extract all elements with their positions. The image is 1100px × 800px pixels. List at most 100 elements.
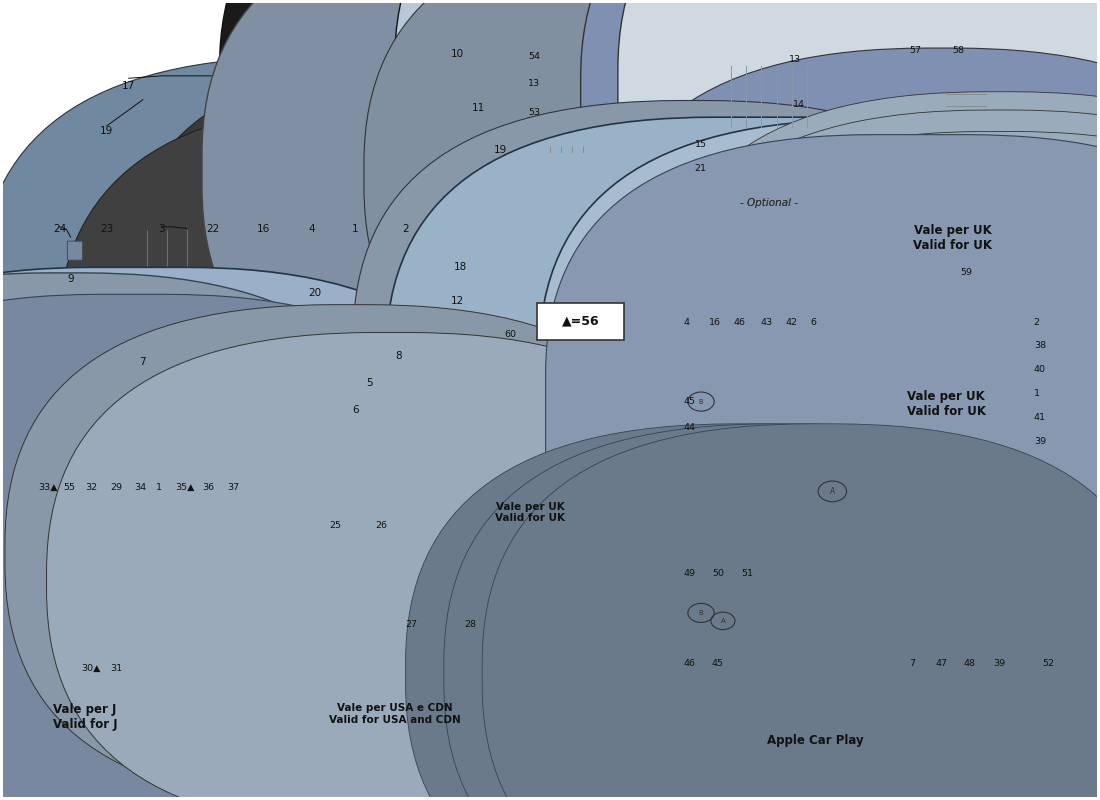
Text: 39: 39: [993, 659, 1005, 668]
Text: 33▲: 33▲: [37, 483, 57, 492]
Text: - Optional -: - Optional -: [740, 198, 798, 208]
Text: Vale per UK
Valid for UK: Vale per UK Valid for UK: [906, 390, 986, 418]
FancyBboxPatch shape: [301, 496, 556, 702]
Circle shape: [351, 454, 417, 502]
FancyBboxPatch shape: [473, 322, 651, 498]
Circle shape: [578, 454, 644, 502]
Circle shape: [342, 402, 382, 430]
Text: 20: 20: [308, 288, 321, 298]
Text: 27: 27: [406, 619, 418, 629]
Text: 1: 1: [1034, 389, 1040, 398]
Text: 38: 38: [1034, 342, 1046, 350]
Text: 35▲: 35▲: [176, 483, 195, 492]
Text: passion for parts since 1985: passion for parts since 1985: [260, 331, 664, 564]
FancyBboxPatch shape: [6, 305, 696, 800]
Text: 2: 2: [1034, 318, 1040, 326]
Text: 32: 32: [85, 483, 97, 492]
FancyBboxPatch shape: [57, 102, 734, 600]
FancyBboxPatch shape: [546, 134, 1100, 714]
FancyBboxPatch shape: [658, 92, 1100, 584]
Text: 1: 1: [156, 483, 162, 492]
FancyBboxPatch shape: [121, 57, 800, 551]
Text: 57: 57: [909, 46, 921, 55]
Text: 7: 7: [140, 357, 146, 367]
FancyBboxPatch shape: [889, 263, 1012, 387]
Text: 14: 14: [793, 100, 805, 109]
Text: 42: 42: [785, 318, 798, 326]
Text: 3: 3: [158, 224, 165, 234]
Text: 8: 8: [396, 351, 403, 362]
Text: 46: 46: [683, 659, 695, 668]
Text: 49: 49: [683, 569, 695, 578]
Text: Apple Car Play: Apple Car Play: [767, 734, 864, 746]
Text: 5: 5: [366, 378, 373, 387]
FancyBboxPatch shape: [59, 215, 134, 293]
Text: 19: 19: [100, 126, 113, 137]
FancyBboxPatch shape: [0, 294, 495, 800]
Text: 13: 13: [789, 55, 801, 65]
Text: B: B: [698, 398, 703, 405]
FancyBboxPatch shape: [0, 321, 548, 800]
Text: 2: 2: [403, 224, 409, 234]
Text: 60: 60: [504, 330, 516, 339]
FancyBboxPatch shape: [322, 226, 458, 285]
Text: 28: 28: [464, 619, 476, 629]
FancyBboxPatch shape: [364, 0, 1052, 426]
Text: 10: 10: [450, 50, 463, 59]
FancyBboxPatch shape: [0, 267, 514, 800]
Text: Vale per UK
Valid for UK: Vale per UK Valid for UK: [495, 502, 565, 523]
FancyBboxPatch shape: [67, 241, 82, 260]
Text: 58: 58: [953, 46, 965, 55]
Text: 39: 39: [1034, 437, 1046, 446]
Text: 29: 29: [110, 483, 122, 492]
Text: 52: 52: [1043, 659, 1055, 668]
FancyBboxPatch shape: [658, 195, 1100, 687]
Text: 12: 12: [450, 296, 463, 306]
Polygon shape: [331, 279, 703, 481]
Circle shape: [151, 352, 184, 376]
Text: 55: 55: [63, 483, 75, 492]
FancyBboxPatch shape: [539, 119, 1100, 719]
FancyBboxPatch shape: [502, 38, 690, 221]
Text: 45: 45: [712, 659, 724, 668]
Text: 22: 22: [207, 224, 220, 234]
Text: Vale per USA e CDN
Valid for USA and CDN: Vale per USA e CDN Valid for USA and CDN: [329, 703, 461, 725]
Text: 31: 31: [110, 664, 122, 673]
Circle shape: [140, 344, 195, 384]
Circle shape: [364, 463, 404, 492]
FancyBboxPatch shape: [140, 226, 261, 285]
Text: 4: 4: [683, 318, 690, 326]
FancyBboxPatch shape: [658, 174, 1100, 666]
Polygon shape: [410, 290, 500, 344]
Text: - Optional -: - Optional -: [740, 198, 798, 208]
Text: 19: 19: [494, 145, 507, 154]
Text: 51: 51: [741, 569, 754, 578]
Text: Vale per UK
Valid for UK: Vale per UK Valid for UK: [913, 224, 992, 252]
Text: 6: 6: [352, 405, 359, 414]
Text: 43: 43: [760, 318, 772, 326]
Text: 23: 23: [100, 224, 113, 234]
Text: 59: 59: [960, 268, 972, 278]
Text: A: A: [829, 487, 835, 496]
FancyBboxPatch shape: [353, 101, 1034, 645]
FancyBboxPatch shape: [406, 0, 1100, 406]
FancyBboxPatch shape: [581, 0, 1100, 402]
Text: 15: 15: [694, 140, 706, 149]
FancyBboxPatch shape: [600, 48, 1100, 578]
Polygon shape: [331, 489, 526, 553]
Text: 47: 47: [935, 659, 947, 668]
FancyBboxPatch shape: [0, 373, 550, 800]
Polygon shape: [497, 338, 575, 386]
Text: passion for parts since 1985: passion for parts since 1985: [260, 331, 664, 564]
Text: 48: 48: [964, 659, 976, 668]
FancyBboxPatch shape: [712, 278, 1100, 799]
Text: A: A: [720, 618, 725, 624]
FancyBboxPatch shape: [46, 333, 736, 800]
FancyBboxPatch shape: [386, 117, 1100, 727]
FancyBboxPatch shape: [482, 424, 1100, 800]
FancyBboxPatch shape: [202, 0, 996, 426]
FancyBboxPatch shape: [13, 466, 289, 702]
Text: 17: 17: [122, 81, 135, 91]
Text: 21: 21: [694, 163, 706, 173]
Text: 30▲: 30▲: [81, 664, 101, 673]
